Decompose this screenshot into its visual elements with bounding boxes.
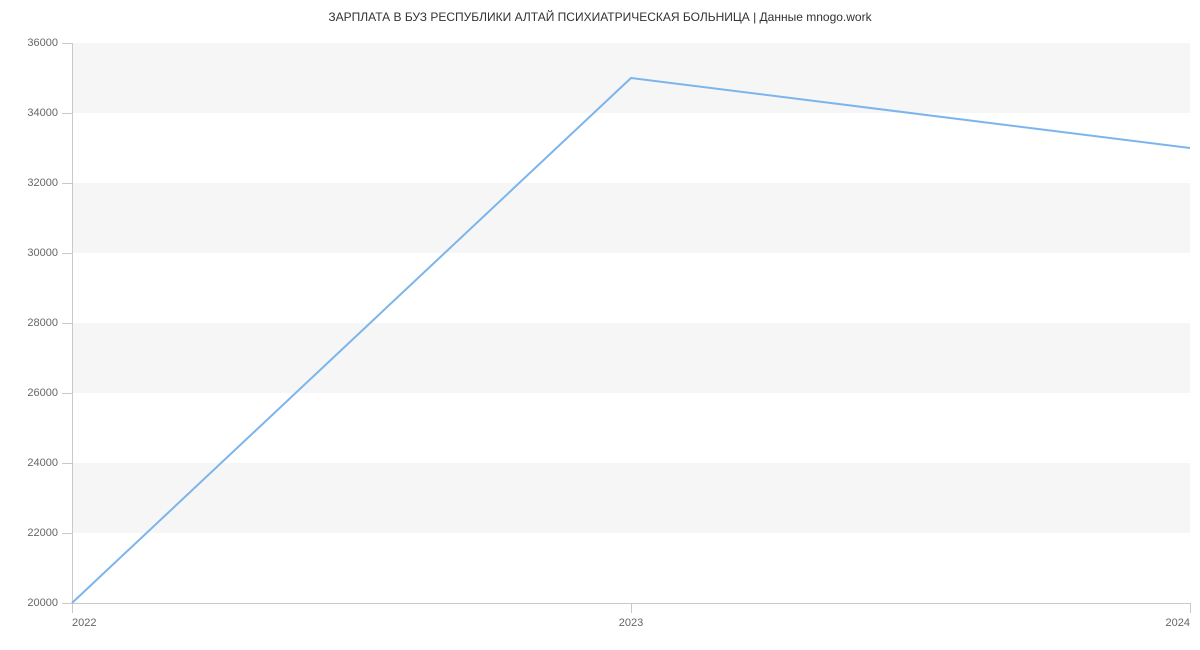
y-tick <box>62 603 72 604</box>
y-tick <box>62 253 72 254</box>
x-axis-label: 2023 <box>619 617 643 629</box>
y-axis-label: 26000 <box>0 387 58 399</box>
y-tick <box>62 183 72 184</box>
y-axis-label: 32000 <box>0 177 58 189</box>
y-axis-label: 22000 <box>0 527 58 539</box>
y-tick <box>62 113 72 114</box>
y-axis-label: 30000 <box>0 247 58 259</box>
plot-area: 2000022000240002600028000300003200034000… <box>72 43 1190 603</box>
y-axis-label: 28000 <box>0 317 58 329</box>
x-axis-label: 2024 <box>1166 617 1190 629</box>
series-line <box>72 43 1190 603</box>
y-tick <box>62 323 72 324</box>
y-axis-label: 24000 <box>0 457 58 469</box>
y-tick <box>62 463 72 464</box>
x-tick <box>631 603 632 613</box>
x-tick <box>72 603 73 613</box>
y-tick <box>62 43 72 44</box>
chart-title: ЗАРПЛАТА В БУЗ РЕСПУБЛИКИ АЛТАЙ ПСИХИАТР… <box>0 10 1200 24</box>
y-axis-label: 34000 <box>0 107 58 119</box>
y-tick <box>62 533 72 534</box>
x-tick <box>1190 603 1191 613</box>
y-axis-label: 20000 <box>0 597 58 609</box>
y-axis-label: 36000 <box>0 37 58 49</box>
y-tick <box>62 393 72 394</box>
x-axis-label: 2022 <box>72 617 96 629</box>
